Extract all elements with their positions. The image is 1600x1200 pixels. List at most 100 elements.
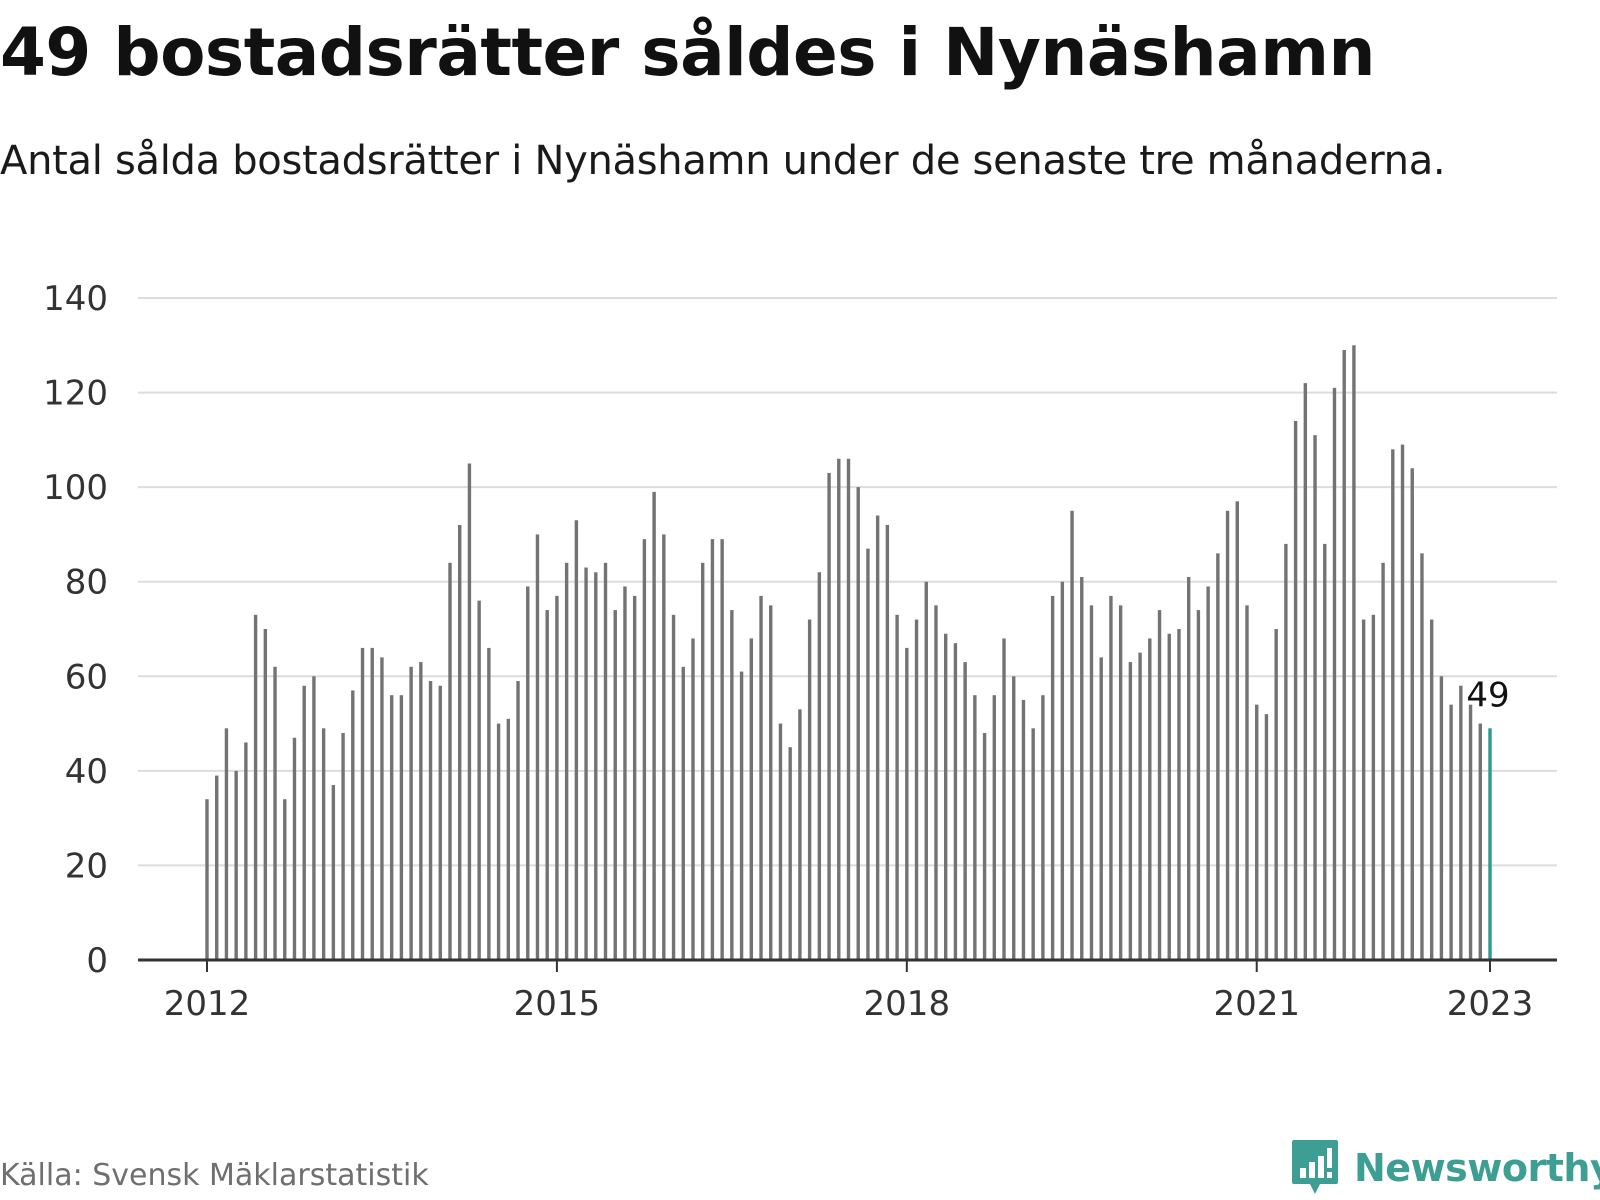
bar (613, 610, 617, 960)
bars (205, 345, 1492, 961)
bar (1410, 468, 1414, 960)
bar (1157, 610, 1162, 960)
bar (487, 647, 491, 960)
bar (1070, 510, 1074, 960)
bar (1245, 605, 1249, 960)
brand-name: Newsworthy (1354, 1146, 1600, 1190)
bar (399, 695, 404, 960)
bar (1449, 704, 1453, 960)
bar (1420, 553, 1424, 960)
bar (1012, 676, 1016, 960)
bar (1089, 605, 1094, 960)
bar (283, 799, 287, 960)
bar (263, 629, 268, 960)
bar (438, 685, 442, 960)
bar (1264, 714, 1269, 960)
bar (1021, 699, 1026, 960)
y-tick-label: 80 (65, 563, 108, 603)
bar (389, 695, 394, 960)
bar (866, 548, 870, 960)
bar (875, 515, 880, 960)
bar (788, 747, 792, 960)
bar (205, 799, 209, 960)
bar (1216, 553, 1220, 960)
bar (244, 742, 248, 960)
bar (1080, 576, 1084, 960)
bar (681, 666, 685, 960)
x-tick-label: 2018 (864, 984, 951, 1024)
y-tick-label: 40 (65, 752, 108, 792)
bar (798, 709, 802, 960)
bar (1371, 614, 1376, 960)
bar (1400, 444, 1405, 961)
bar (234, 770, 238, 960)
bar (1352, 345, 1356, 960)
bar (1303, 383, 1308, 961)
bar (943, 633, 948, 960)
bar (934, 605, 938, 960)
bar (351, 690, 355, 960)
y-tick-label: 0 (86, 941, 108, 981)
bar (885, 524, 890, 960)
x-axis-ticks: 2012 2015 2018 2021 2023 (164, 960, 1533, 1024)
source-note: Källa: Svensk Mäklarstatistik (0, 1158, 429, 1193)
highlight-bar (1488, 728, 1492, 960)
bar (1381, 562, 1385, 960)
newsworthy-logo-icon (1292, 1140, 1338, 1194)
bar (671, 614, 676, 960)
bar (1177, 629, 1181, 960)
bar (409, 666, 413, 960)
page-title: 49 bostadsrätter såldes i Nynäshamn (0, 14, 1375, 91)
bar (623, 586, 627, 960)
bar (1196, 610, 1201, 960)
bar (827, 472, 831, 960)
highlight-label: 49 (1466, 675, 1509, 715)
bar (516, 681, 520, 960)
bar (1323, 543, 1327, 960)
bar (807, 619, 812, 960)
bar (1361, 619, 1366, 960)
bar (778, 723, 783, 960)
bar (564, 562, 569, 960)
bar (224, 728, 229, 960)
bar (1342, 350, 1346, 960)
bar (1128, 662, 1133, 960)
bar (1429, 619, 1434, 960)
bar (312, 676, 316, 960)
bar (458, 524, 462, 960)
bar (817, 572, 822, 960)
bar (215, 775, 219, 960)
bar (642, 539, 647, 960)
bar (1225, 510, 1230, 960)
page-subtitle: Antal sålda bostadsrätter i Nynäshamn un… (0, 138, 1446, 184)
brand-logo[interactable]: Newsworthy (1290, 1138, 1600, 1198)
bar (992, 695, 996, 960)
bar (856, 487, 860, 960)
bar (545, 610, 549, 960)
bar (914, 619, 919, 960)
bar (477, 600, 481, 960)
bar (1060, 581, 1065, 960)
x-tick-label: 2015 (514, 984, 601, 1024)
bar (1274, 629, 1278, 960)
bar (302, 685, 306, 960)
bar (730, 610, 734, 960)
bar (321, 728, 326, 960)
bar (1148, 638, 1152, 960)
bar (720, 539, 724, 960)
bar (370, 647, 374, 960)
y-tick-label: 140 (43, 279, 108, 319)
bar (1099, 657, 1103, 960)
bar (1167, 633, 1171, 960)
bar (1439, 676, 1444, 960)
bar (1031, 728, 1035, 960)
bar (759, 595, 763, 960)
bar (331, 785, 336, 960)
bar (253, 614, 258, 960)
bar (1255, 704, 1259, 960)
bar (1293, 420, 1298, 960)
bar (594, 572, 598, 960)
bar (467, 463, 472, 960)
bar (1284, 543, 1288, 960)
